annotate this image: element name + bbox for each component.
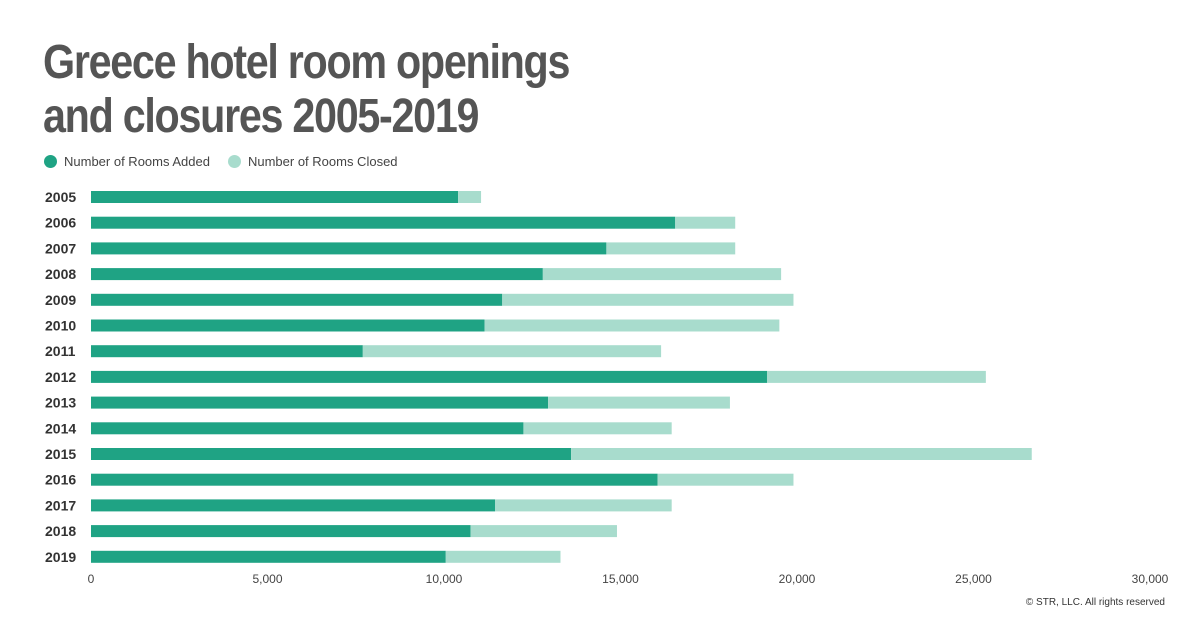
x-tick-label: 25,000	[955, 572, 992, 586]
bar-rooms-added	[91, 268, 543, 281]
y-tick-label: 2015	[45, 446, 76, 462]
y-tick-label: 2010	[45, 318, 76, 334]
bar-rooms-added	[91, 242, 607, 255]
x-tick-label: 15,000	[602, 572, 639, 586]
bar-rooms-closed	[495, 499, 672, 512]
bar-rooms-added	[91, 345, 363, 358]
bar-rooms-closed	[445, 550, 561, 563]
y-tick-label: 2009	[45, 292, 76, 308]
y-tick-label: 2017	[45, 497, 76, 513]
y-tick-label: 2008	[45, 266, 76, 282]
legend-label-closed: Number of Rooms Closed	[247, 154, 398, 169]
x-tick-label: 30,000	[1132, 572, 1169, 586]
bar-rooms-closed	[362, 345, 662, 358]
bar-rooms-closed	[542, 268, 782, 281]
bar-rooms-added	[91, 525, 471, 538]
chart-title-line-2: and closures 2005-2019	[43, 90, 479, 143]
bar-rooms-added	[91, 550, 446, 563]
x-tick-label: 20,000	[779, 572, 816, 586]
y-tick-label: 2016	[45, 472, 76, 488]
bar-rooms-added	[91, 473, 658, 486]
bar-rooms-added	[91, 370, 767, 383]
bar-rooms-closed	[606, 242, 736, 255]
bar-rooms-closed	[766, 370, 986, 383]
chart-title-line-1: Greece hotel room openings	[43, 36, 570, 89]
bar-rooms-added	[91, 319, 485, 332]
bar-rooms-added	[91, 191, 459, 203]
bar-rooms-closed	[523, 422, 672, 435]
legend-label-added: Number of Rooms Added	[64, 154, 210, 169]
y-tick-label: 2014	[45, 420, 76, 436]
y-tick-label: 2005	[45, 189, 76, 205]
bar-rooms-added	[91, 216, 676, 229]
x-tick-label: 10,000	[426, 572, 463, 586]
x-tick-label: 5,000	[252, 572, 282, 586]
bar-rooms-closed	[502, 293, 794, 306]
bar-rooms-added	[91, 448, 572, 460]
bar-rooms-added	[91, 422, 524, 435]
y-tick-label: 2013	[45, 395, 76, 411]
y-tick-label: 2006	[45, 215, 76, 231]
bar-rooms-closed	[675, 216, 736, 229]
legend-swatch-added	[44, 155, 57, 168]
bar-rooms-closed	[484, 319, 780, 332]
x-tick-label: 0	[88, 572, 95, 586]
chart-legend: Number of Rooms Added Number of Rooms Cl…	[44, 154, 416, 169]
bar-rooms-closed	[657, 473, 794, 486]
bar-rooms-added	[91, 293, 503, 306]
bar-rooms-added	[91, 396, 549, 409]
y-tick-label: 2018	[45, 523, 76, 539]
copyright-footer: © STR, LLC. All rights reserved	[1025, 597, 1165, 608]
bar-rooms-closed	[470, 525, 617, 538]
legend-swatch-closed	[227, 155, 241, 168]
legend-item-closed: Number of Rooms Closed	[227, 154, 398, 169]
bar-rooms-added	[91, 499, 496, 512]
y-tick-label: 2019	[45, 549, 76, 565]
bar-rooms-closed	[548, 396, 730, 409]
y-tick-label: 2012	[45, 369, 76, 385]
legend-item-added: Number of Rooms Added	[44, 154, 210, 169]
bar-rooms-closed	[571, 448, 1032, 460]
y-tick-label: 2011	[45, 343, 76, 359]
bar-rooms-closed	[458, 191, 482, 203]
chart-title: Greece hotel room openings and closures …	[43, 36, 697, 144]
y-tick-label: 2007	[45, 240, 76, 256]
